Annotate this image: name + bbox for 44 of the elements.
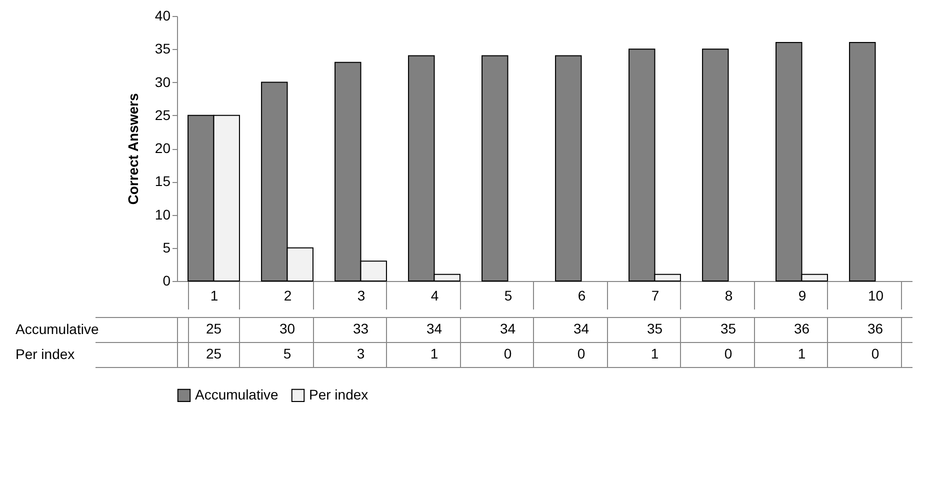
y-tick-label: 25 bbox=[154, 106, 171, 123]
text: Per index bbox=[16, 346, 75, 362]
data-label: 34 bbox=[500, 320, 516, 336]
x-tick-label: 3 bbox=[357, 288, 366, 304]
data-label: 1 bbox=[430, 346, 438, 362]
data-label: 25 bbox=[206, 346, 222, 362]
y-tick-label: 35 bbox=[154, 40, 171, 57]
y-tick-label: 10 bbox=[154, 206, 171, 222]
data-label: 0 bbox=[871, 346, 880, 362]
x-tick-label: 9 bbox=[798, 288, 806, 304]
data-label: 35 bbox=[720, 320, 736, 336]
y-axis-title: Correct Answers bbox=[124, 93, 141, 205]
y-tick-label: 0 bbox=[162, 272, 171, 288]
x-tick-label: 2 bbox=[284, 288, 292, 304]
data-label: 33 bbox=[352, 320, 369, 336]
data-label: 0 bbox=[577, 346, 586, 362]
x-tick-label: 4 bbox=[430, 288, 439, 304]
data-label: 34 bbox=[573, 320, 590, 336]
data-label: 35 bbox=[646, 320, 663, 336]
data-label: 36 bbox=[867, 320, 884, 336]
data-label: 34 bbox=[426, 320, 442, 336]
y-tick-label: 40 bbox=[154, 8, 171, 24]
text: Accumulative bbox=[16, 321, 99, 337]
x-tick-label: 5 bbox=[504, 288, 512, 304]
x-tick-label: 6 bbox=[578, 288, 586, 304]
x-tick-label: 1 bbox=[210, 288, 218, 304]
x-tick-label: 8 bbox=[724, 288, 733, 304]
x-tick-label: 7 bbox=[651, 288, 660, 304]
y-tick-label: 30 bbox=[154, 74, 171, 90]
x-tick-label: 10 bbox=[868, 288, 884, 304]
data-label: 5 bbox=[283, 346, 292, 362]
data-label: 30 bbox=[279, 320, 296, 336]
y-tick-label: 5 bbox=[162, 239, 171, 256]
data-label: 36 bbox=[794, 320, 810, 336]
data-label: 1 bbox=[650, 346, 659, 362]
data-label: 1 bbox=[798, 346, 806, 362]
legend-label: Per index bbox=[309, 386, 368, 402]
data-label: 0 bbox=[724, 346, 732, 362]
data-label: 25 bbox=[206, 320, 222, 336]
y-tick-label: 20 bbox=[154, 140, 171, 156]
data-label: 0 bbox=[504, 346, 512, 362]
data-label: 3 bbox=[356, 346, 365, 362]
legend-label: Accumulative bbox=[195, 386, 278, 402]
y-tick-label: 15 bbox=[154, 173, 171, 190]
